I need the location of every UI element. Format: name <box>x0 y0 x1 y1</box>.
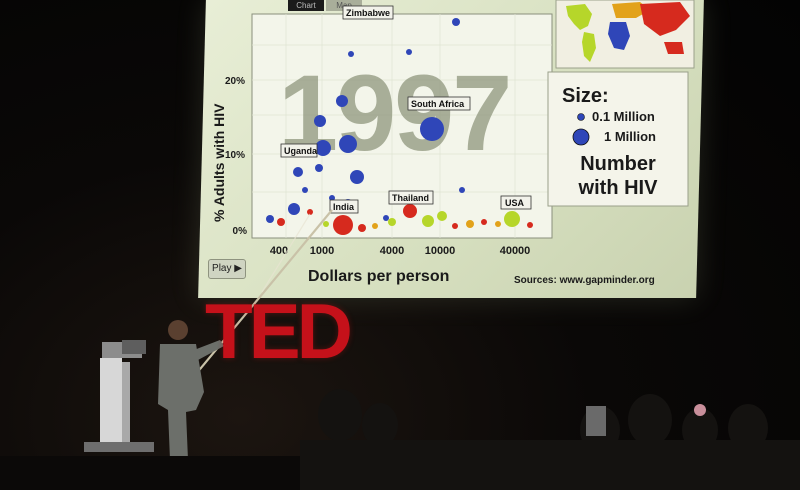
x-tick-10000: 10000 <box>425 245 456 257</box>
legend-large-label: 1 Million <box>604 129 656 144</box>
map-asia-shape <box>640 2 690 36</box>
legend-title: Size: <box>562 85 609 107</box>
audience-member-head <box>694 404 706 416</box>
bubble-thailand <box>403 204 417 218</box>
bubble <box>314 115 326 127</box>
tab-map[interactable]: Map <box>326 0 362 11</box>
bubble <box>495 221 501 227</box>
legend-caption-line2: with HIV <box>578 177 659 199</box>
bubble <box>293 167 303 177</box>
bubble <box>466 220 474 228</box>
label-zimbabwe-text: Zimbabwe <box>346 8 390 18</box>
label-usa-text: USA <box>505 198 525 208</box>
tab-chart[interactable]: Chart <box>288 0 324 11</box>
legend-small-bubble <box>577 113 585 121</box>
bubble <box>358 224 366 232</box>
y-tick-0: 0% <box>233 226 248 237</box>
x-axis-label: Dollars per person <box>308 268 449 285</box>
label-south-africa-text: South Africa <box>411 99 465 109</box>
play-icon: ▶ <box>234 263 242 274</box>
bubble <box>388 218 396 226</box>
map-americas-south-shape <box>582 32 596 62</box>
sources-text: Sources: www.gapminder.org <box>514 275 655 286</box>
bubble <box>437 211 447 221</box>
bubble-south-africa <box>420 117 444 141</box>
map-africa-shape <box>608 22 630 50</box>
x-tick-40000: 40000 <box>500 245 531 257</box>
y-tick-10: 10% <box>225 150 245 161</box>
legend-large-bubble <box>572 128 590 146</box>
laptop-shape <box>122 340 146 354</box>
bubble <box>452 18 460 26</box>
bubble <box>277 218 285 226</box>
bubble <box>339 135 357 153</box>
bubble <box>406 49 412 55</box>
stage-floor <box>0 456 300 490</box>
label-zimbabwe: Zimbabwe <box>342 5 394 20</box>
legend-caption-line1: Number <box>580 153 656 175</box>
legend-small-label: 0.1 Million <box>592 109 655 124</box>
bubble <box>315 164 323 172</box>
map-oceania-shape <box>664 42 684 54</box>
label-south-africa: South Africa <box>407 96 471 111</box>
bubble <box>336 95 348 107</box>
x-tick-1000: 1000 <box>310 245 334 257</box>
size-legend: Size: 0.1 Million 1 Million Number with … <box>547 71 689 207</box>
pointer-glare <box>261 213 311 293</box>
bubble <box>266 215 274 223</box>
x-tick-4000: 4000 <box>380 245 404 257</box>
bubble-uganda <box>315 140 331 156</box>
label-india-text: India <box>333 202 355 212</box>
bubble <box>481 219 487 225</box>
bubble <box>372 223 378 229</box>
bubble <box>302 187 308 193</box>
play-label: Play <box>212 263 232 274</box>
play-button[interactable]: Play ▶ <box>208 259 246 279</box>
label-uganda: Uganda <box>280 143 318 158</box>
bubble <box>383 215 389 221</box>
map-americas-north-shape <box>566 4 592 30</box>
x-tick-400: 400 <box>270 245 288 257</box>
bubble <box>288 203 300 215</box>
world-map-thumbnail[interactable] <box>555 0 695 69</box>
bubble <box>422 215 434 227</box>
bubble <box>323 221 329 227</box>
pointer-stick <box>185 209 333 387</box>
bubble <box>527 222 533 228</box>
bubble <box>350 170 364 184</box>
label-thailand-text: Thailand <box>392 193 429 203</box>
bubble-india <box>333 215 353 235</box>
bubbles <box>266 18 533 235</box>
bubble <box>348 51 354 57</box>
bubble <box>452 223 458 229</box>
bubble <box>329 195 335 201</box>
label-uganda-text: Uganda <box>284 146 318 156</box>
ted-logo: TED <box>205 287 353 375</box>
y-axis-label: % Adults with HIV <box>211 103 227 222</box>
monitor-shape <box>586 406 606 436</box>
lectern <box>84 340 154 452</box>
y-tick-20: 20% <box>225 76 245 87</box>
bubble-usa <box>504 211 520 227</box>
bubble <box>307 209 313 215</box>
label-india: India <box>329 199 359 214</box>
label-thailand: Thailand <box>388 190 434 205</box>
label-usa: USA <box>500 195 532 210</box>
audience <box>300 389 800 490</box>
bubble <box>459 187 465 193</box>
